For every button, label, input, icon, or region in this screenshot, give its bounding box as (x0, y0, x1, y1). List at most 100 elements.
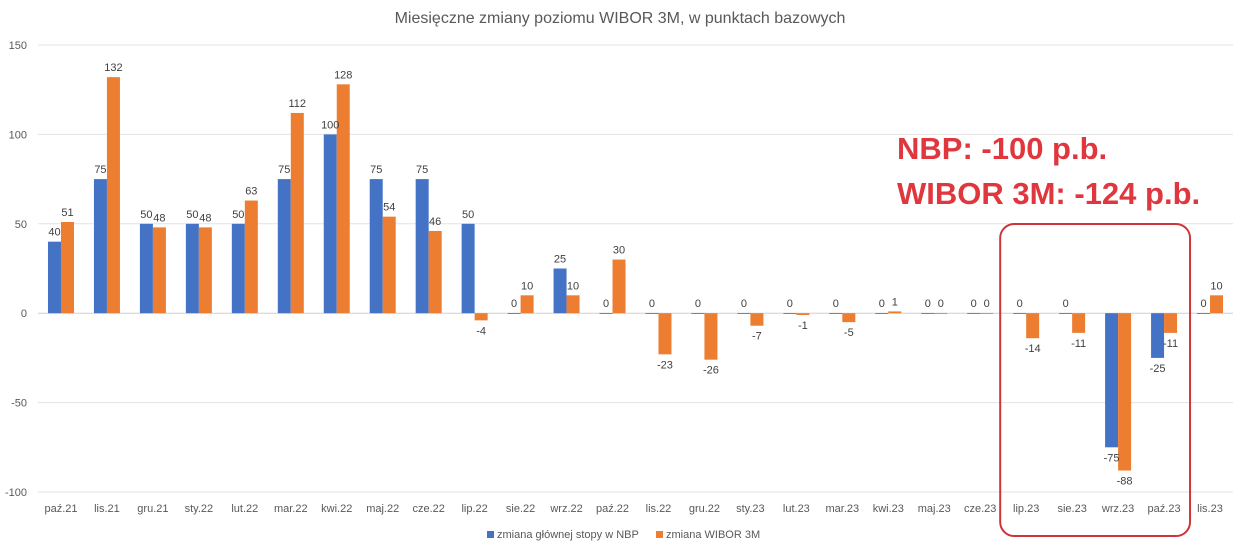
data-label-nbp: 50 (232, 209, 244, 221)
y-tick-label: -100 (5, 487, 27, 499)
x-tick-label: sie.23 (1057, 503, 1086, 515)
x-tick-label: mar.23 (826, 503, 860, 515)
data-label-wibor: 10 (567, 280, 579, 292)
data-label-wibor: 10 (1210, 280, 1222, 292)
data-label-wibor: 112 (289, 98, 307, 110)
bar-wibor (382, 216, 396, 314)
data-label-wibor: 63 (245, 186, 257, 198)
bar-nbp (139, 223, 153, 314)
bar-wibor (60, 222, 74, 314)
bar-nbp (783, 313, 797, 314)
bar-wibor (1072, 313, 1086, 333)
data-label-wibor: 128 (334, 69, 352, 81)
bar-wibor (198, 227, 212, 314)
legend-swatch-nbp (487, 531, 494, 538)
bar-nbp (553, 268, 567, 314)
data-label-nbp: 75 (278, 164, 290, 176)
data-label-wibor: 48 (199, 212, 211, 224)
bar-wibor (1210, 295, 1224, 314)
data-label-nbp: 50 (186, 209, 198, 221)
data-label-wibor: -23 (657, 359, 673, 371)
bar-nbp (829, 313, 843, 314)
data-label-nbp: 0 (741, 298, 747, 310)
x-tick-label: paź.21 (44, 503, 77, 515)
data-label-nbp: 0 (511, 298, 517, 310)
x-tick-label: maj.22 (366, 503, 399, 515)
data-label-wibor: 1 (892, 296, 898, 308)
x-tick-label: wrz.23 (1101, 503, 1134, 515)
data-label-nbp: -25 (1150, 363, 1166, 375)
x-tick-label: cze.23 (964, 503, 996, 515)
data-label-wibor: -4 (476, 325, 486, 337)
bar-wibor (520, 295, 534, 314)
data-label-wibor: -14 (1025, 343, 1041, 355)
x-tick-label: cze.22 (412, 503, 444, 515)
bar-nbp (1059, 313, 1073, 314)
bar-nbp (507, 313, 521, 314)
x-tick-label: lip.23 (1013, 503, 1039, 515)
bar-nbp (1105, 313, 1119, 448)
data-label-wibor: -88 (1117, 476, 1133, 488)
bar-nbp (461, 223, 475, 314)
x-tick-label: lis.23 (1197, 503, 1223, 515)
data-label-wibor: 54 (383, 202, 395, 214)
bar-nbp (415, 179, 429, 314)
data-label-nbp: 100 (321, 119, 339, 131)
data-label-nbp: 40 (48, 227, 60, 239)
data-label-nbp: 0 (833, 298, 839, 310)
data-label-nbp: 0 (603, 298, 609, 310)
data-label-nbp: 0 (695, 298, 701, 310)
y-tick-label: 50 (15, 219, 27, 231)
y-tick-label: 0 (21, 308, 27, 320)
x-tick-label: mar.22 (274, 503, 308, 515)
bar-wibor (612, 259, 626, 314)
data-label-nbp: 75 (370, 164, 382, 176)
bar-wibor (290, 112, 304, 314)
bar-nbp (921, 313, 935, 314)
x-tick-label: maj.23 (918, 503, 951, 515)
x-tick-label: sty.22 (185, 503, 214, 515)
x-tick-label: sty.23 (736, 503, 765, 515)
bar-wibor (244, 200, 258, 314)
chart-title: Miesięczne zmiany poziomu WIBOR 3M, w pu… (395, 10, 846, 27)
bar-wibor (152, 227, 166, 314)
bar-wibor (658, 313, 672, 355)
bar-wibor (1026, 313, 1040, 339)
data-label-wibor: 30 (613, 245, 625, 257)
bar-nbp (47, 241, 61, 314)
x-tick-label: kwi.23 (873, 503, 904, 515)
bar-wibor (796, 313, 810, 315)
bar-nbp (231, 223, 245, 314)
x-tick-label: lut.23 (783, 503, 810, 515)
x-tick-label: wrz.22 (549, 503, 582, 515)
bar-nbp (185, 223, 199, 314)
data-label-wibor: 0 (984, 298, 990, 310)
annotation-nbp: NBP: -100 p.b. (897, 131, 1107, 166)
bar-nbp (93, 179, 107, 314)
data-label-wibor: -11 (1163, 338, 1178, 350)
data-label-nbp: 0 (787, 298, 793, 310)
bar-nbp (323, 134, 337, 314)
bar-wibor (106, 77, 120, 314)
bar-nbp (369, 179, 383, 314)
y-tick-label: -50 (11, 398, 27, 410)
gridlines (38, 44, 1233, 493)
bar-nbp (691, 313, 705, 314)
bar-nbp (737, 313, 751, 314)
legend-swatch-wibor (656, 531, 663, 538)
data-label-nbp: 50 (462, 209, 474, 221)
bar-nbp (1151, 313, 1165, 358)
data-label-nbp: 0 (649, 298, 655, 310)
x-axis-ticks: paź.21 lis.21 gru.21 sty.22 lut.22 mar.22 kwi.… (44, 503, 1222, 515)
y-tick-label: 100 (9, 129, 27, 141)
bar-wibor (934, 313, 948, 314)
data-label-wibor: 48 (153, 212, 165, 224)
data-label-nbp: 0 (925, 298, 931, 310)
data-label-nbp: 75 (94, 164, 106, 176)
bar-wibor (1164, 313, 1178, 333)
legend-label-nbp: zmiana głównej stopy w NBP (497, 529, 639, 541)
data-label-nbp: 0 (1063, 298, 1069, 310)
